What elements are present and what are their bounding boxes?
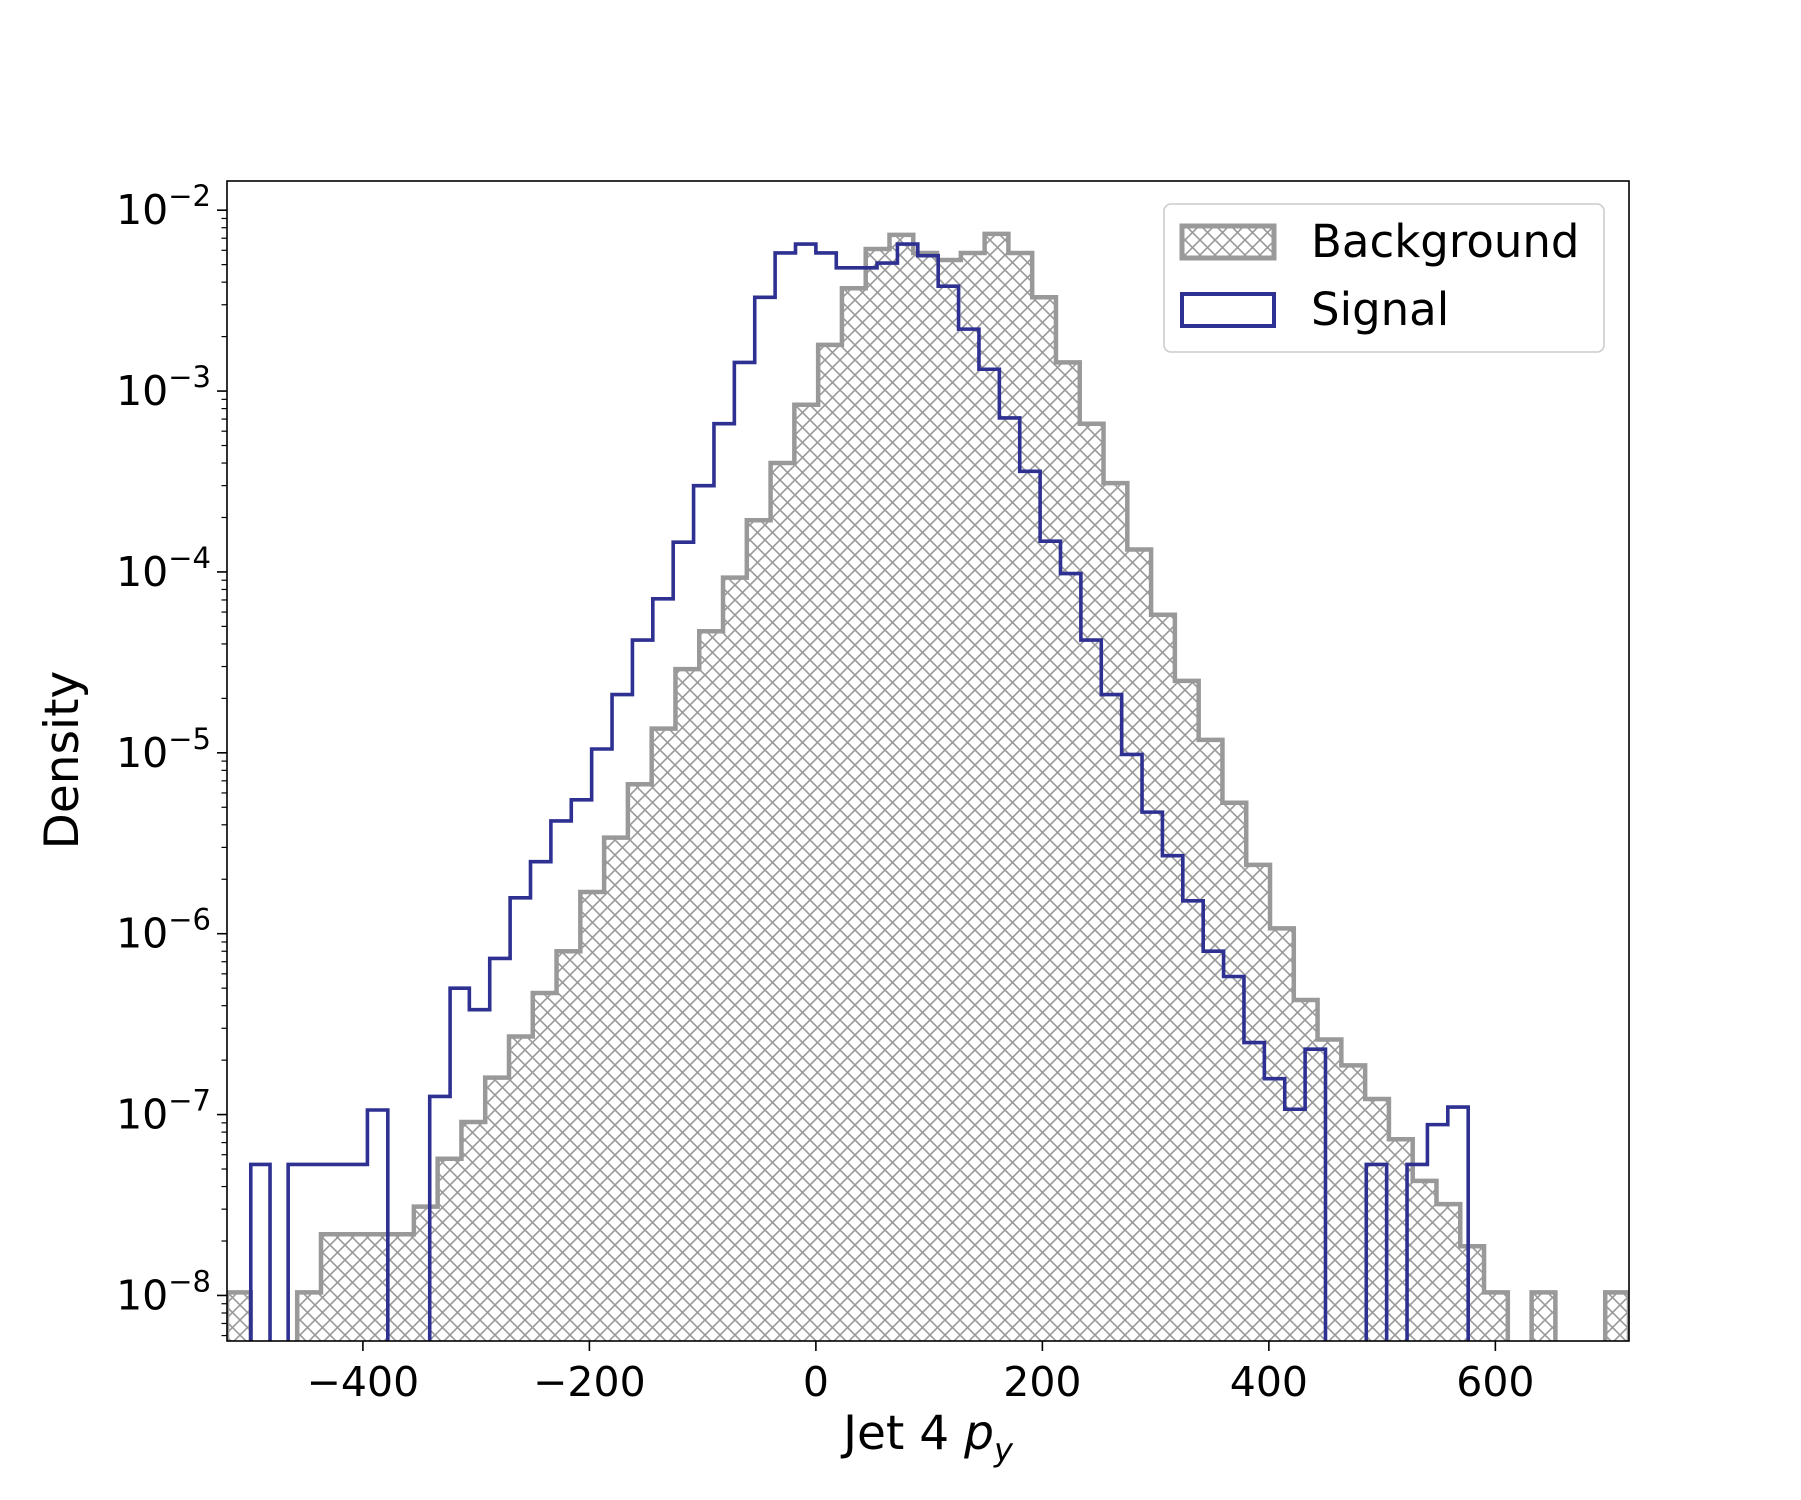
- background-bar-fill: [1388, 1139, 1413, 1341]
- background-bar-fill: [627, 784, 652, 1341]
- background-bar-fill: [1055, 362, 1080, 1341]
- background-bar-fill: [1341, 1065, 1366, 1341]
- y-tick-label: 10−7: [116, 1084, 211, 1139]
- y-tick-label: 10−3: [116, 360, 211, 415]
- y-tick-label: 10−4: [116, 541, 211, 596]
- background-bar-fill: [508, 1036, 533, 1341]
- background-bar-fill: [320, 1234, 414, 1341]
- background-bar-fill: [532, 993, 557, 1341]
- background-bar-fill: [913, 252, 938, 1341]
- background-bar-fill: [1365, 1098, 1389, 1341]
- series-layer: [227, 231, 1629, 1341]
- y-tick-label: 10−8: [116, 1264, 211, 1319]
- background-bar-fill: [413, 1206, 438, 1341]
- background-bar-fill: [746, 520, 771, 1341]
- background-bar-fill: [580, 892, 605, 1341]
- background-bar-fill: [1174, 680, 1199, 1341]
- background-bar-fill: [651, 728, 676, 1341]
- background-bar-fill: [1293, 999, 1318, 1341]
- background-bar-fill: [1460, 1246, 1485, 1341]
- x-axis-title: Jet 4 py: [840, 1406, 1014, 1469]
- legend-swatch-background: [1179, 223, 1277, 261]
- background-bar-fill: [485, 1077, 509, 1341]
- background-bar-fill: [1198, 739, 1223, 1341]
- x-tick-label: −200: [533, 1358, 646, 1406]
- y-axis: 10−8 10−7 10−6 10−5 10−4 10−3 10−2: [116, 179, 227, 1337]
- legend-label-background: Background: [1311, 215, 1579, 268]
- background-bar-fill: [984, 233, 1009, 1341]
- background-bar-fill: [699, 631, 724, 1341]
- background-bar-fill: [1605, 1292, 1629, 1341]
- background-bar-fill: [1032, 297, 1056, 1341]
- signal-step-outline: [248, 242, 1470, 1341]
- background-bar-fill: [841, 288, 866, 1341]
- background-bar-fill: [723, 577, 747, 1341]
- series-background: [227, 231, 1629, 1341]
- x-tick-label: 200: [1003, 1358, 1081, 1406]
- background-bar-fill: [1151, 614, 1175, 1341]
- y-axis-title: Density: [35, 671, 90, 850]
- background-bar-fill: [1246, 864, 1271, 1341]
- background-bar-fill: [1127, 549, 1152, 1341]
- background-bar-fill: [227, 1292, 251, 1341]
- background-bar-fill: [461, 1121, 486, 1341]
- x-axis: −400 −200 0 200 400 600: [307, 1341, 1535, 1406]
- legend-swatch-signal: [1180, 292, 1276, 328]
- y-tick-label: 10−6: [116, 903, 211, 958]
- background-bar-fill: [889, 234, 914, 1341]
- background-bar-fill: [770, 463, 795, 1341]
- legend: Background Signal: [1163, 203, 1605, 353]
- background-bar-fill: [1412, 1180, 1437, 1341]
- x-tick-label: −400: [307, 1358, 420, 1406]
- legend-label-signal: Signal: [1311, 283, 1449, 336]
- x-tick-label: 400: [1230, 1358, 1308, 1406]
- background-bar-fill: [794, 404, 819, 1341]
- background-bar-fill: [1103, 483, 1128, 1341]
- y-tick-label: 10−5: [116, 722, 211, 777]
- background-bar-fill: [818, 344, 842, 1341]
- background-bar-fill: [675, 669, 700, 1341]
- background-bar-fill: [1436, 1204, 1461, 1341]
- background-bar-fill: [1484, 1292, 1508, 1341]
- background-bar-fill: [437, 1158, 462, 1341]
- background-bar-fill: [1008, 252, 1033, 1341]
- background-bar-fill: [960, 252, 985, 1341]
- background-step-outline: [227, 231, 1629, 1341]
- background-bar-fill: [865, 249, 890, 1341]
- background-bar-fill: [1531, 1292, 1556, 1341]
- background-bar-fill: [1317, 1039, 1342, 1341]
- y-tick-label: 10−2: [116, 179, 211, 234]
- background-bar-fill: [1079, 423, 1104, 1341]
- background-bar-fill: [1270, 928, 1294, 1341]
- background-bar-fill: [297, 1292, 321, 1341]
- background-bar-fill: [556, 951, 581, 1341]
- background-bar-fill: [1222, 802, 1247, 1341]
- x-tick-label: 600: [1456, 1358, 1534, 1406]
- x-tick-label: 0: [803, 1358, 829, 1406]
- background-bar-fill: [937, 260, 961, 1341]
- series-signal: [248, 242, 1470, 1341]
- background-bar-fill: [604, 837, 628, 1341]
